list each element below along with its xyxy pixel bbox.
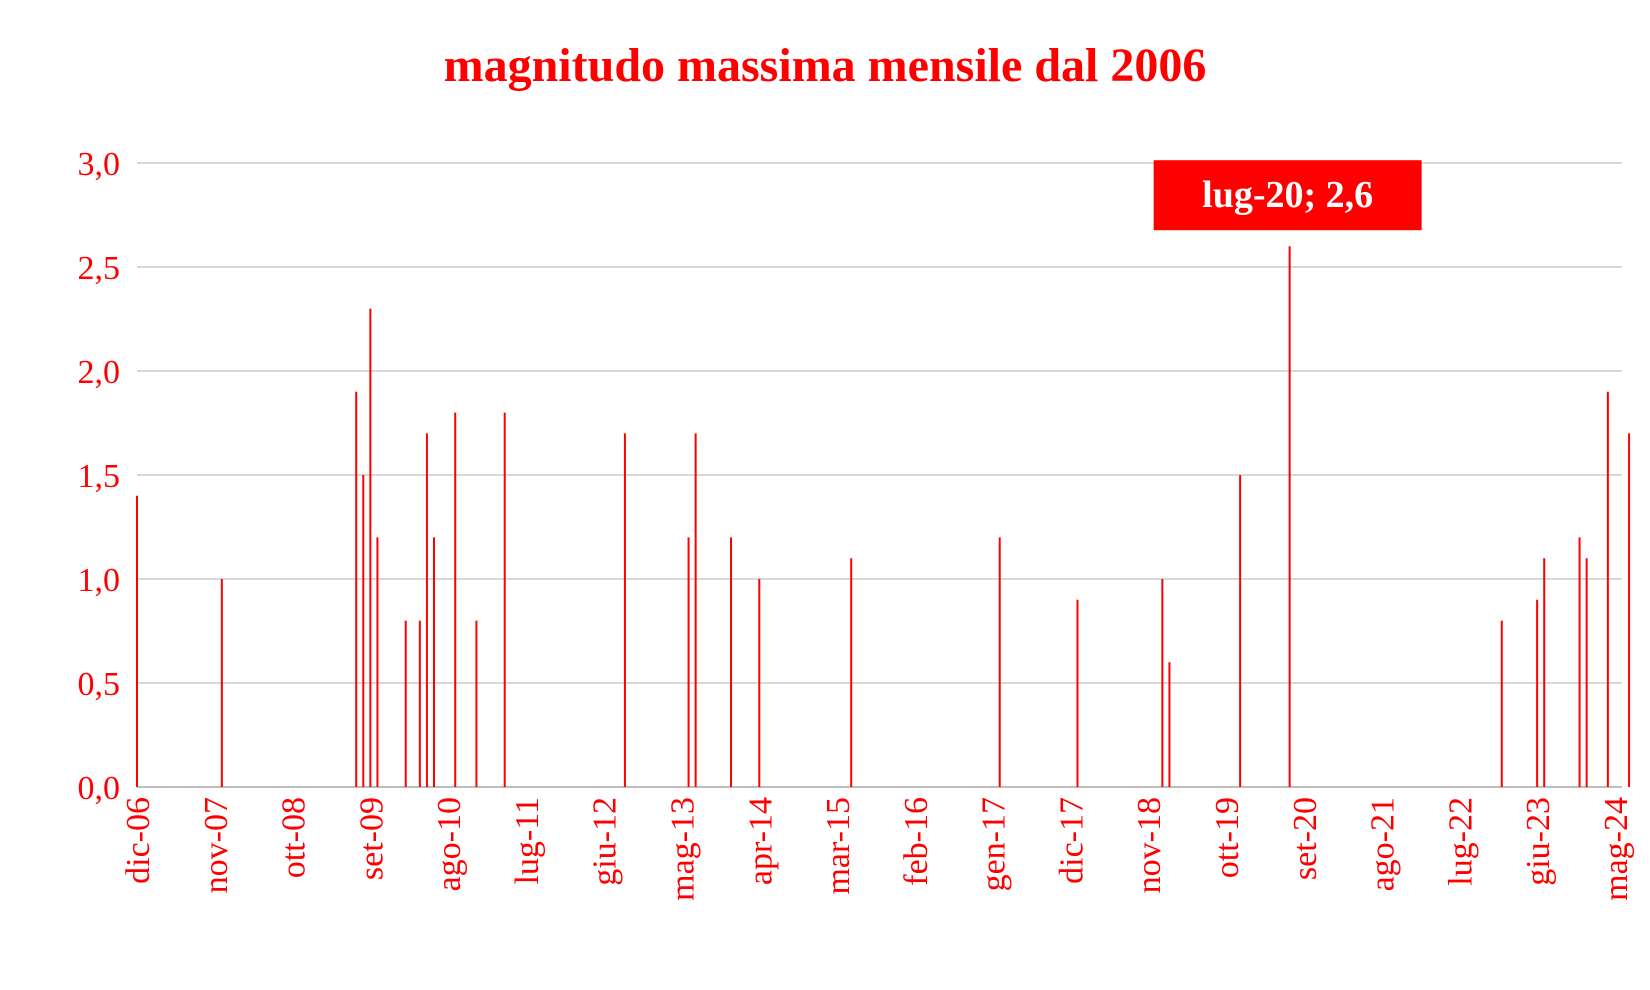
x-tick-label: lug-11 <box>509 797 546 885</box>
chart-title: magnitudo massima mensile dal 2006 <box>443 39 1207 92</box>
x-tick-label: lug-22 <box>1442 797 1479 886</box>
x-tick-label: ott-08 <box>276 797 313 878</box>
x-tick-label: dic-17 <box>1053 797 1090 884</box>
x-tick-label: apr-14 <box>742 797 779 885</box>
x-tick-label: giu-23 <box>1520 797 1557 886</box>
data-callout: lug-20; 2,6 <box>1153 160 1422 231</box>
y-tick-label: 0,5 <box>78 666 121 703</box>
x-tick-label: set-20 <box>1287 797 1324 880</box>
gridlines <box>137 162 1622 788</box>
y-tick-label: 2,5 <box>78 250 121 287</box>
x-tick-label: nov-18 <box>1131 797 1168 893</box>
x-tick-label: ago-21 <box>1365 797 1402 891</box>
x-tick-label: ott-19 <box>1209 797 1246 878</box>
x-tick-label: nov-07 <box>198 797 235 893</box>
x-tick-label: mar-15 <box>820 797 857 895</box>
x-tick-label: dic-06 <box>120 797 157 884</box>
callout-label: lug-20; 2,6 <box>1202 174 1373 216</box>
x-tick-label: ago-10 <box>431 797 468 891</box>
x-tick-label: giu-12 <box>587 797 624 886</box>
y-tick-label: 0,0 <box>78 770 121 807</box>
y-tick-label: 3,0 <box>78 146 121 183</box>
y-tick-label: 2,0 <box>78 354 121 391</box>
x-axis-ticks: dic-06 nov-07 ott-08 set-09 ago-10 lug-11 giu-… <box>120 797 1635 901</box>
x-tick-label: gen-17 <box>976 797 1013 891</box>
bars <box>136 246 1631 787</box>
y-axis-ticks: 0,0 0,5 1,0 1,5 2,0 2,5 3,0 <box>78 146 121 807</box>
x-tick-label: mag-24 <box>1598 797 1635 901</box>
y-tick-label: 1,0 <box>78 562 121 599</box>
y-tick-label: 1,5 <box>78 458 121 495</box>
callout-box <box>1153 160 1422 231</box>
x-tick-label: mag-13 <box>665 797 702 901</box>
x-tick-label: set-09 <box>353 797 390 880</box>
x-tick-label: feb-16 <box>898 797 935 886</box>
